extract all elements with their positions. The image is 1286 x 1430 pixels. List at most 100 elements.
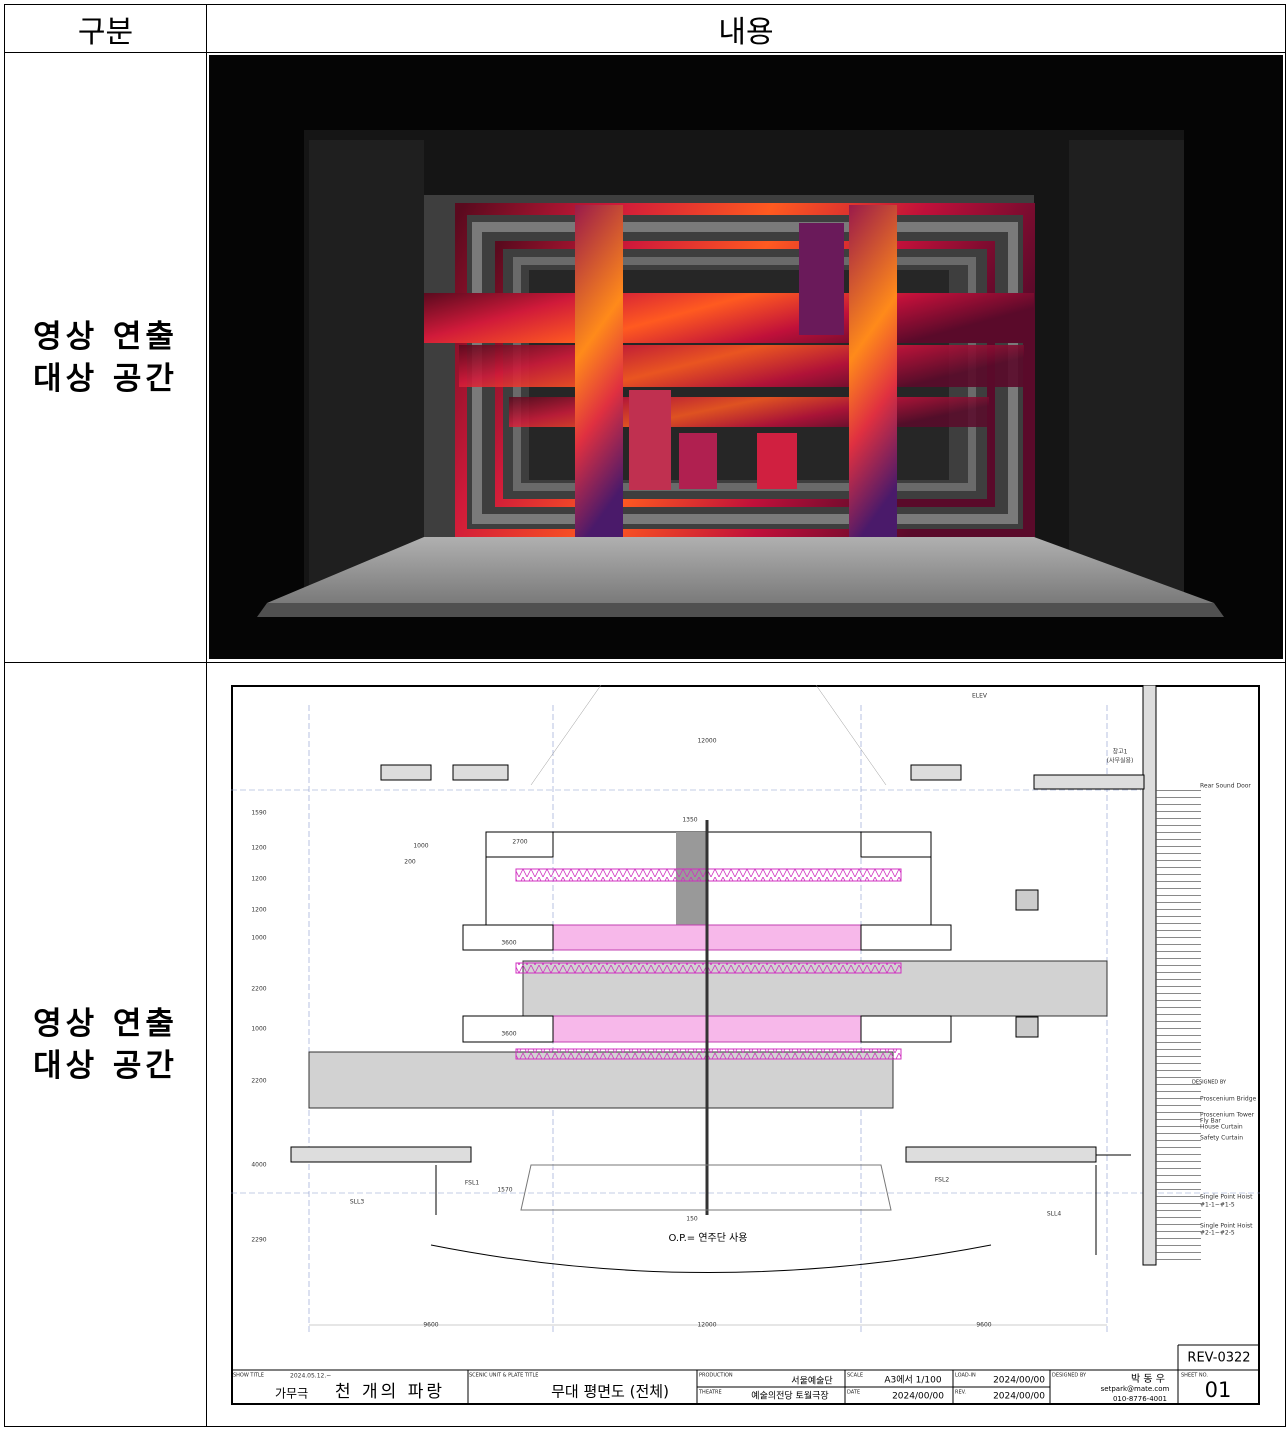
plan-text: PRODUCTION: [699, 1373, 733, 1379]
plan-text: #2-1~#2-5: [1200, 1230, 1235, 1237]
plan-text: DESIGNED BY: [1052, 1373, 1087, 1379]
drawing-rect: [308, 1051, 894, 1109]
plan-text: 4000: [251, 1162, 266, 1169]
plan-text: SCALE: [847, 1373, 863, 1379]
plan-text: 01: [1205, 1378, 1232, 1402]
drawing-rect: [629, 390, 671, 490]
plan-text: 1200: [251, 876, 266, 883]
drawing-rect: [462, 1015, 554, 1043]
group: [467, 1344, 1260, 1404]
drawing-rect: [452, 764, 509, 781]
plan-text: Proscenium Tower: [1200, 1112, 1255, 1119]
plan-text: 150: [686, 1216, 698, 1223]
plan-text: 1350: [682, 817, 697, 824]
plan-text: 2700: [512, 839, 527, 846]
plan-text: 2200: [251, 1078, 266, 1085]
plan-text: 2024.05.12.~: [290, 1373, 331, 1380]
drawing-polygon: [257, 603, 1224, 617]
label-line: 영상 연출: [33, 1005, 178, 1042]
plan-text: ELEV: [972, 693, 988, 700]
plan-text: SLL3: [350, 1199, 364, 1206]
drawing-polygon: [520, 1164, 892, 1211]
plan-text: SCENIC UNIT & PLATE TITLE: [469, 1373, 538, 1379]
plan-text: 12000: [697, 738, 716, 745]
plan-text: 200: [404, 859, 416, 866]
plan-text: 박 동 우: [1131, 1373, 1165, 1385]
drawing-rect: [799, 223, 844, 335]
plan-text: (사무실용): [1107, 757, 1134, 765]
plan-text: 3600: [501, 940, 516, 947]
plan-text: 3600: [501, 1031, 516, 1038]
drawing-rect: [231, 685, 1260, 1405]
plan-text: THEATRE: [698, 1390, 722, 1396]
plan-text: 1000: [251, 1026, 266, 1033]
plan-text: Proscenium Bridge: [1200, 1096, 1257, 1103]
drawing-rect: [424, 293, 1034, 343]
header-text: 구분: [77, 14, 134, 50]
header-cell: 내용: [206, 4, 1286, 53]
plan-text: 2290: [251, 1237, 266, 1244]
plan-text: 2024/00/00: [993, 1376, 1045, 1386]
plan-text: 2200: [251, 986, 266, 993]
plan-text: LOAD-IN: [955, 1373, 976, 1379]
label-line: 대상 공간: [33, 1047, 178, 1084]
drawing-rect: [1015, 889, 1039, 911]
drawing-rect: [860, 831, 932, 858]
plan-text: Single Point Hoist: [1200, 1194, 1253, 1201]
label-line: 영상 연출: [33, 318, 178, 355]
plan-text: FSL2: [935, 1177, 949, 1184]
header-text: 내용: [718, 14, 774, 50]
drawing-line: [530, 685, 602, 786]
drawing-path: [430, 1244, 992, 1273]
drawing-rect: [1156, 785, 1201, 1265]
drawing-rect: [290, 1146, 472, 1163]
plan-text: 9600: [423, 1322, 438, 1329]
plan-text: DATE: [847, 1390, 860, 1396]
plan-text: 1570: [497, 1187, 512, 1194]
label-line: 대상 공간: [33, 360, 178, 397]
plan-text: Rear Sound Door: [1200, 783, 1251, 790]
plan-text: 9600: [976, 1322, 991, 1329]
plan-text: SHEET NO.: [1181, 1373, 1208, 1379]
plan-text: DESIGNED BY: [1192, 1080, 1227, 1086]
plan-text: 창고1: [1113, 748, 1128, 756]
plan-text: Single Point Hoist: [1200, 1223, 1253, 1230]
header-cell: 구분: [4, 4, 207, 53]
drawing-rect: [575, 205, 623, 540]
plan-text: 예술의전당 토월극장: [751, 1390, 828, 1402]
plan-text: O.P.= 연주단 사용: [668, 1232, 747, 1244]
drawing-rect: [459, 345, 1024, 387]
group: 12000 1350 2700 1000 200 3600 3600 1590 …: [233, 693, 1257, 1404]
plan-text: 1000: [413, 843, 428, 850]
plan-text: FSL1: [465, 1180, 479, 1187]
plan-text: setpark@mate.com: [1101, 1385, 1170, 1393]
stage-render: [209, 55, 1283, 659]
drawing-rect: [860, 924, 952, 951]
plan-text: A3에서 1/100: [884, 1375, 942, 1386]
plan-text: REV.: [955, 1390, 966, 1396]
plan-text: 가무극: [275, 1387, 308, 1401]
drawing-polygon: [267, 537, 1214, 603]
plan-text: SHOW TITLE: [233, 1373, 264, 1379]
plan-text: 010-8776-4001: [1113, 1395, 1167, 1403]
drawing-rect: [1069, 140, 1184, 605]
plan-text: SLL4: [1047, 1211, 1061, 1218]
drawing-rect: [910, 764, 962, 781]
plan-text: 2024/00/00: [993, 1392, 1045, 1402]
drawing-rect: [485, 831, 554, 858]
plan-text: 1200: [251, 845, 266, 852]
drawing-line: [815, 685, 887, 786]
plan-text: 1200: [251, 907, 266, 914]
drawing-rect: [757, 433, 797, 489]
drawing-rect: [679, 433, 717, 489]
plan-text: 무대 평면도 (전체): [551, 1383, 669, 1401]
drawing-rect: [462, 924, 554, 951]
drawing-rect: [905, 1146, 1097, 1163]
plan-text: 1000: [251, 935, 266, 942]
plan-text: Fly Bar: [1200, 1118, 1221, 1125]
drawing-rect: [1015, 1016, 1039, 1038]
drawing-rect: [309, 140, 424, 605]
drawing-rect: [380, 764, 432, 781]
plan-text: 2024/00/00: [892, 1392, 944, 1402]
